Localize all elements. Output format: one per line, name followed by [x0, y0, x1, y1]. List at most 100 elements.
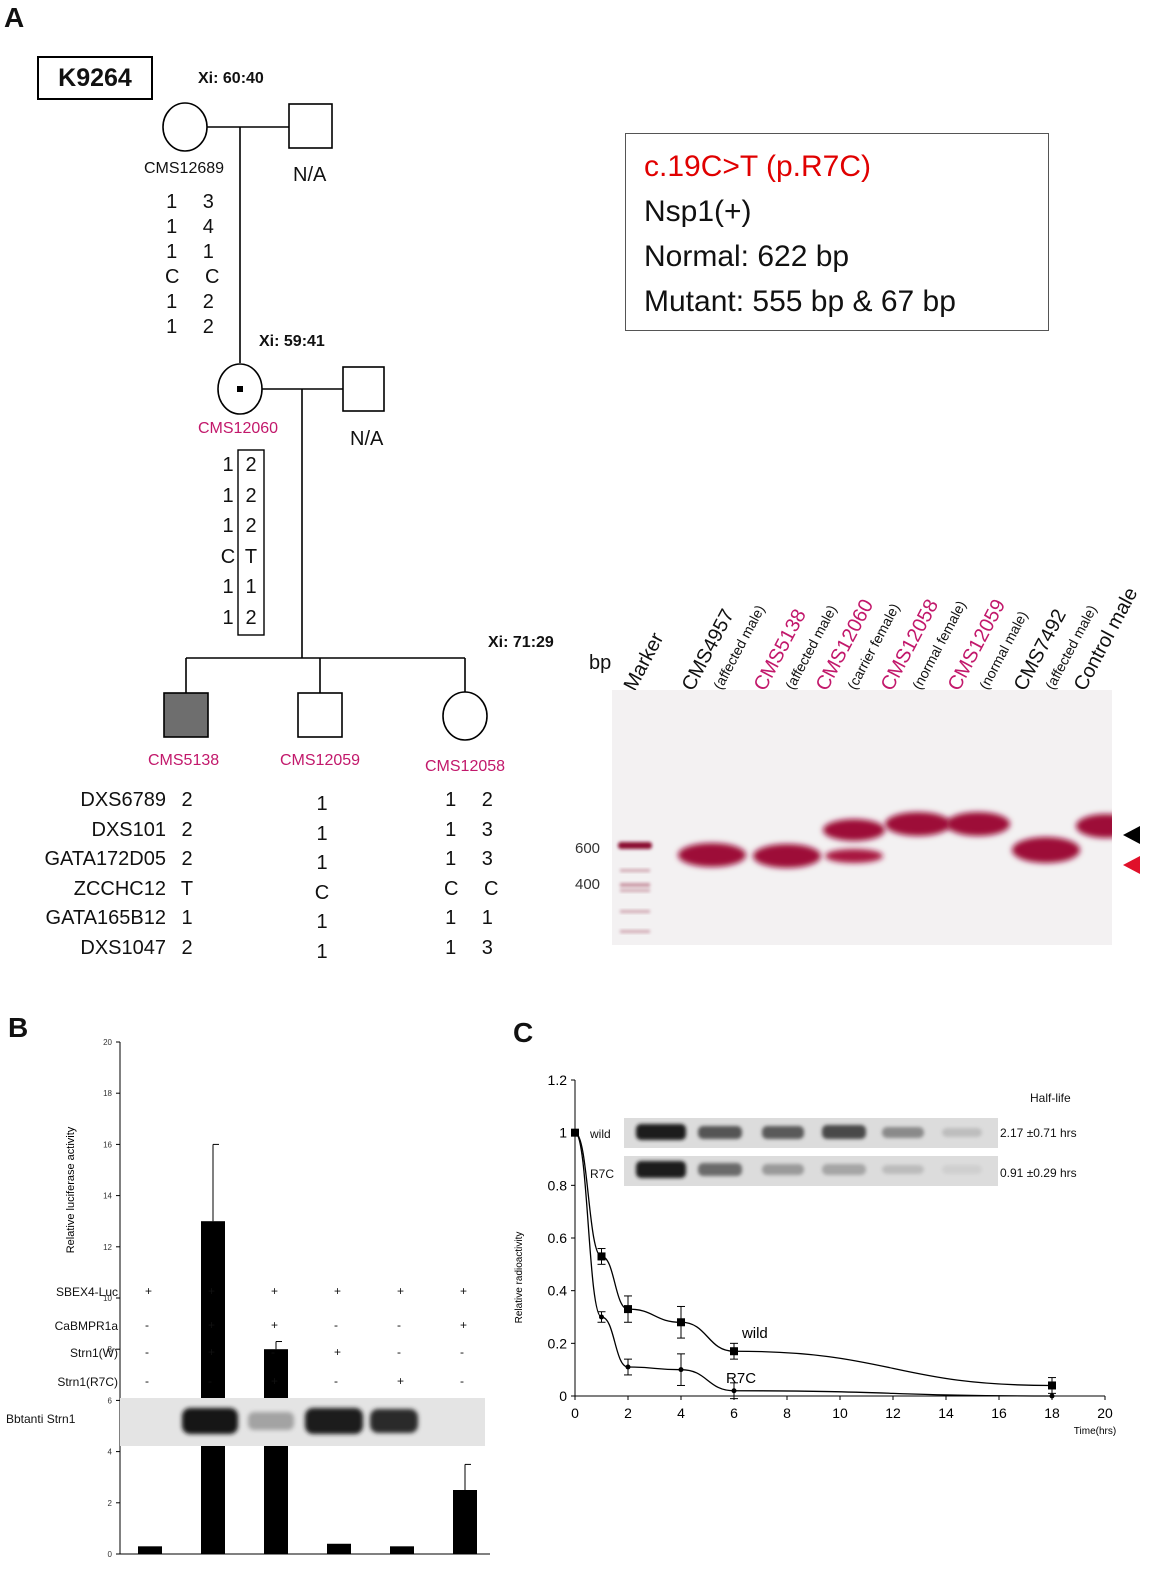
sign-cell: +	[334, 1345, 342, 1359]
r7c-band	[822, 1164, 866, 1175]
sign-cell: +	[271, 1284, 279, 1298]
child-id-cms12059: CMS12059	[280, 752, 361, 769]
band-cms4957	[678, 843, 746, 867]
point-wild	[730, 1347, 738, 1356]
affected-son-symbol	[163, 692, 209, 738]
marker: GATA165B12	[45, 907, 166, 929]
point-wild	[624, 1305, 632, 1314]
band-control	[1076, 814, 1112, 838]
r7c-band	[698, 1163, 742, 1176]
marker: DXS1047	[80, 936, 166, 959]
wild-band	[698, 1126, 742, 1139]
y-tick-label: 14	[103, 1192, 112, 1201]
allele-row: C C	[444, 877, 509, 900]
western-blot	[120, 1398, 485, 1446]
sign-cell: +	[334, 1284, 342, 1298]
grandmother-alleles: 1 3 1 4 1 1 C C 1 2 1 2	[165, 190, 225, 340]
normal-size: Normal: 622 bp	[644, 240, 850, 273]
y-tick-label: 8	[108, 1345, 113, 1354]
gel-arrows	[1123, 826, 1140, 874]
sign-cell: +	[208, 1284, 216, 1298]
grandfather-na: N/A	[293, 164, 327, 186]
panel-c-line-chart: 0 0.2 0.4 0.6 0.8 1 1.2 0 2 4 6 8 10 12 14 16 18 20 Time(h…	[514, 1072, 1116, 1437]
point-R7C	[678, 1367, 684, 1373]
point-wild	[597, 1252, 606, 1261]
bar	[327, 1543, 351, 1554]
y-tick-label: 6	[108, 1396, 113, 1405]
inset-wild-label: wild	[590, 1127, 611, 1141]
allele-row: 1 2	[166, 316, 224, 338]
marker: DXS6789	[80, 789, 166, 811]
bar	[453, 1490, 477, 1554]
child-id-cms12058: CMS12058	[425, 758, 506, 775]
ladder-band	[620, 889, 650, 892]
allele-row: 1 2	[445, 789, 503, 811]
mother-haplotype-box	[237, 449, 265, 636]
mutant-size: Mutant: 555 bp & 67 bp	[644, 285, 956, 318]
y-tick-label: 10	[103, 1294, 112, 1303]
allele-row: 1 3	[445, 936, 503, 959]
row-label: CaBMPR1a	[54, 1319, 118, 1333]
row-label: Strn1(R7C)	[57, 1375, 118, 1389]
y-tick-label: 0	[559, 1388, 567, 1404]
normal-son-symbol	[297, 692, 343, 738]
x-axis-label: Time(hrs)	[1074, 1426, 1116, 1437]
allele-row: 1 1	[445, 907, 503, 929]
point-R7C	[731, 1388, 737, 1394]
series-line-wild	[574, 1132, 1053, 1387]
normal-band-arrow-icon	[1123, 826, 1140, 844]
row-label: SBEX4-Luc	[55, 1285, 118, 1299]
band-cms12060-mutant	[825, 849, 883, 863]
y-tick-label: 18	[103, 1089, 112, 1098]
gel-bp-label: bp	[589, 652, 612, 674]
sign-cell: -	[145, 1318, 149, 1332]
mutation-name: c.19C>T (p.R7C)	[644, 150, 872, 183]
sign-cell: -	[208, 1374, 212, 1388]
point-R7C	[572, 1130, 578, 1136]
panel-c-letter: C	[513, 1017, 534, 1048]
y-tick-label: 0.4	[548, 1283, 568, 1299]
sign-cell: +	[397, 1374, 405, 1388]
ladder-band	[620, 869, 650, 872]
wild-band	[822, 1125, 866, 1139]
gel-size-400: 400	[575, 876, 601, 893]
sign-cell: -	[271, 1345, 275, 1359]
y-tick-label: 2	[108, 1499, 113, 1508]
y-tick-label: 0.8	[548, 1177, 568, 1193]
ladder-band-400	[620, 883, 650, 887]
marker-names: DXS6789 DXS101 GATA172D05 ZCCHC12 GATA16…	[0, 786, 166, 963]
series-line-R7C	[574, 1132, 1053, 1397]
marker: GATA172D05	[44, 848, 166, 870]
x-tick-label: 10	[832, 1405, 848, 1421]
sign-cell: +	[208, 1345, 216, 1359]
x-tick-label: 6	[730, 1405, 738, 1421]
grandfather-symbol	[288, 103, 333, 149]
mutation-info-box: c.19C>T (p.R7C) Nsp1(+) Normal: 622 bp M…	[625, 133, 1049, 331]
point-wild	[1048, 1381, 1056, 1390]
allele-row: C C	[165, 266, 230, 288]
r7c-halflife: 0.91 ±0.29 hrs	[1000, 1166, 1077, 1180]
blot-band	[305, 1408, 363, 1434]
allele-row: 1 2	[166, 291, 224, 313]
y-tick-label: 1.2	[548, 1072, 568, 1088]
blot-band	[370, 1409, 418, 1433]
series-label-wild: wild	[741, 1325, 768, 1342]
sign-cell: +	[145, 1284, 153, 1298]
x-tick-label: 14	[938, 1405, 954, 1421]
wild-halflife: 2.17 ±0.71 hrs	[1000, 1126, 1077, 1140]
x-tick-label: 0	[571, 1405, 579, 1421]
blot-band	[182, 1408, 238, 1434]
point-R7C	[599, 1314, 604, 1320]
r7c-band	[882, 1165, 924, 1174]
sign-cell: -	[397, 1345, 401, 1359]
sign-cell: -	[334, 1318, 338, 1332]
sign-cell: -	[145, 1374, 149, 1388]
band-cms12059	[946, 812, 1010, 836]
restriction-enzyme: Nsp1(+)	[644, 195, 752, 228]
ladder-band	[620, 930, 650, 933]
wild-band	[762, 1126, 804, 1139]
grandmother-id: CMS12689	[144, 160, 225, 177]
